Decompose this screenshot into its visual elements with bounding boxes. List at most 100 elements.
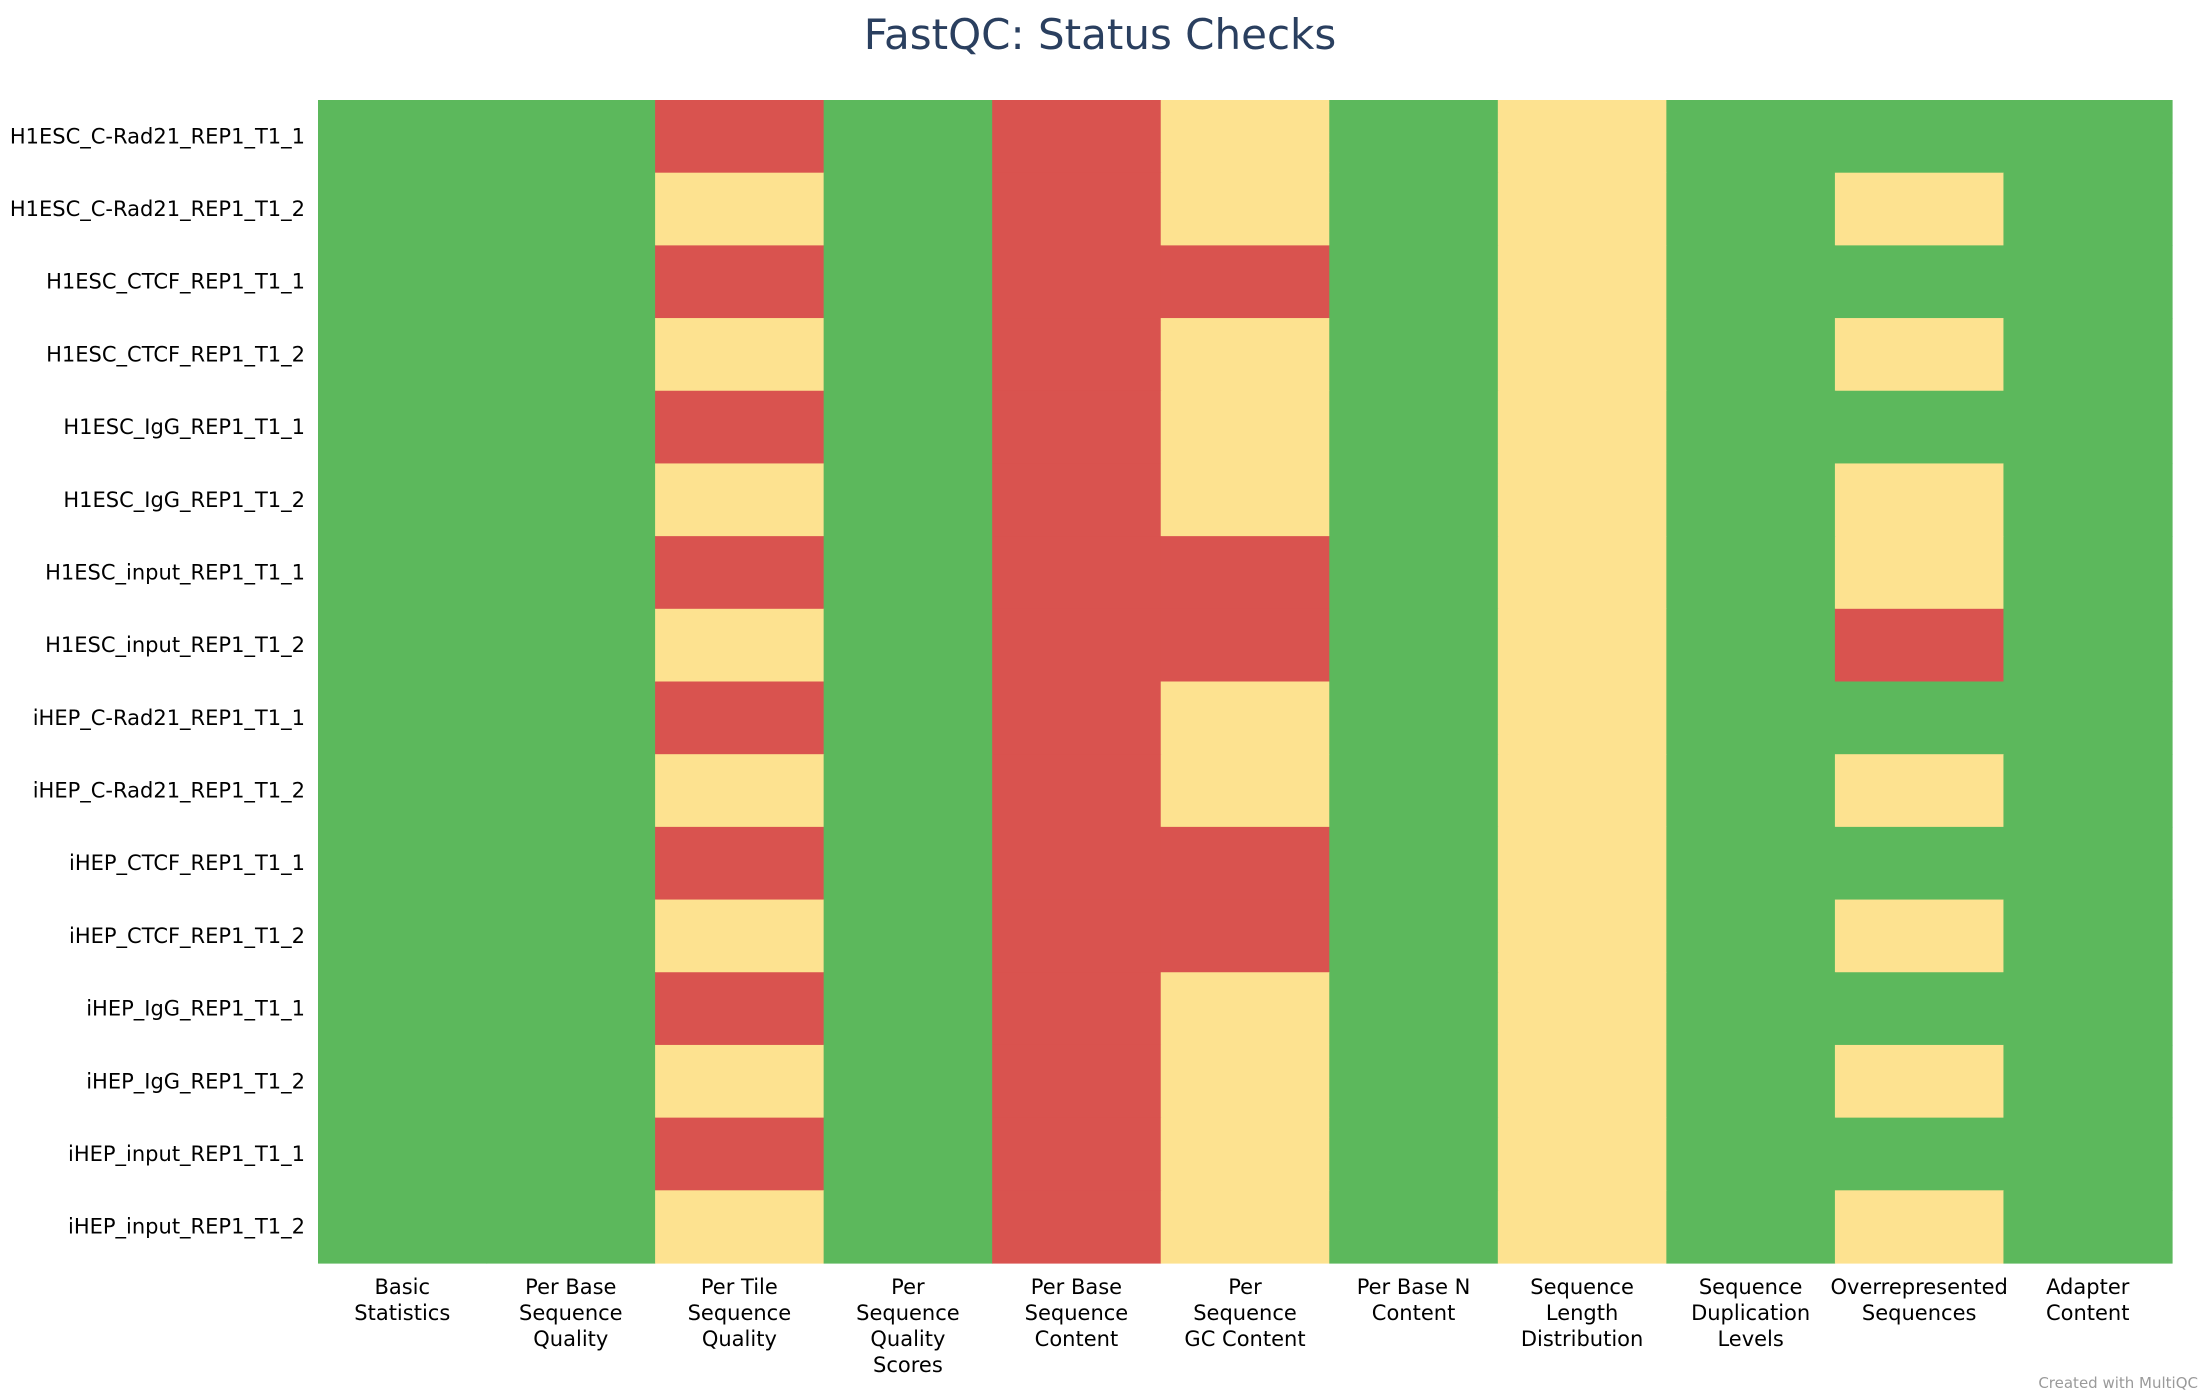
heatmap-cell (1666, 463, 1836, 537)
heatmap-cell (1497, 536, 1667, 610)
heatmap-cell (318, 826, 488, 901)
row-label: iHEP_IgG_REP1_T1_1 (86, 997, 305, 1022)
heatmap-cell (1160, 1190, 1330, 1264)
heatmap-cell (1834, 536, 2005, 610)
heatmap-cell (1160, 172, 1330, 246)
heatmap-cell (486, 390, 656, 465)
heatmap-cell (486, 826, 656, 901)
heatmap-cell (1329, 172, 1499, 246)
heatmap-cell (1834, 899, 2005, 973)
column-label: Per (1228, 1275, 1262, 1299)
column-label: Content (2046, 1301, 2130, 1325)
row-label: H1ESC_IgG_REP1_T1_1 (63, 415, 305, 440)
heatmap-cell (1160, 681, 1330, 755)
heatmap-cell (992, 826, 1162, 901)
column-label: Content (1035, 1327, 1119, 1351)
heatmap-cell (823, 754, 993, 828)
heatmap-cell (823, 463, 993, 537)
heatmap-cell (486, 463, 656, 537)
row-label: iHEP_CTCF_REP1_T1_1 (69, 851, 305, 876)
heatmap-cell (1834, 754, 2005, 828)
heatmap-cell (1160, 100, 1330, 174)
heatmap-cell (1160, 536, 1330, 610)
heatmap-cell (1497, 972, 1667, 1046)
heatmap-cell (1160, 899, 1330, 973)
heatmap-cell (1160, 463, 1330, 537)
column-label: Per (891, 1275, 925, 1299)
heatmap-cell (655, 899, 825, 973)
heatmap-cell (1666, 899, 1836, 973)
heatmap-cell (1666, 100, 1836, 174)
heatmap-cell (1329, 608, 1499, 683)
heatmap-cell (655, 972, 825, 1046)
heatmap-cell (1497, 172, 1667, 246)
row-label: iHEP_IgG_REP1_T1_2 (86, 1069, 305, 1094)
heatmap-cell (1160, 826, 1330, 901)
heatmap-cell (2003, 245, 2173, 319)
heatmap-cell (655, 681, 825, 755)
heatmap-cell (823, 245, 993, 319)
heatmap-cell (318, 1044, 488, 1119)
column-label: Levels (1717, 1327, 1783, 1351)
column-label: Sequences (1862, 1301, 1977, 1325)
heatmap-cell (2003, 536, 2173, 610)
heatmap-cell (2003, 972, 2173, 1046)
column-label: Sequence (856, 1301, 960, 1325)
heatmap-cell (318, 1190, 488, 1264)
heatmap-cell (1329, 100, 1499, 174)
heatmap-cell (2003, 754, 2173, 828)
heatmap-cell (2003, 390, 2173, 465)
heatmap-cell (1834, 245, 2005, 319)
heatmap-cell (1666, 826, 1836, 901)
heatmap-cell (2003, 826, 2173, 901)
column-label: GC Content (1184, 1327, 1305, 1351)
column-label: Distribution (1521, 1327, 1644, 1351)
column-label: Quality (702, 1327, 777, 1351)
heatmap-cell (655, 463, 825, 537)
row-label: iHEP_input_REP1_T1_2 (68, 1215, 305, 1240)
heatmap-cell (1329, 463, 1499, 537)
heatmap-cell (1497, 899, 1667, 973)
heatmap-cell (1666, 1190, 1836, 1264)
column-label: Quality (870, 1327, 945, 1351)
heatmap-cell (1497, 318, 1667, 392)
heatmap-cell (823, 826, 993, 901)
heatmap-cell (1329, 536, 1499, 610)
heatmap-cell (1834, 172, 2005, 246)
heatmap-cell (318, 536, 488, 610)
heatmap-cell (992, 463, 1162, 537)
heatmap-cell (1160, 1044, 1330, 1119)
heatmap-cell (318, 972, 488, 1046)
heatmap-cell (486, 754, 656, 828)
heatmap-cell (1329, 390, 1499, 465)
heatmap-cell (1160, 972, 1330, 1046)
heatmap-cell (823, 899, 993, 973)
heatmap-cell (1666, 972, 1836, 1046)
heatmap-cell (1834, 972, 2005, 1046)
heatmap-cell (486, 1044, 656, 1119)
column-label: Per Base (1031, 1275, 1122, 1299)
heatmap-cell (655, 536, 825, 610)
heatmap-cell (1160, 1117, 1330, 1191)
heatmap-cell (318, 899, 488, 973)
heatmap-cell (1666, 681, 1836, 755)
heatmap-cell (992, 100, 1162, 174)
heatmap-cell (318, 681, 488, 755)
heatmap-cell (486, 318, 656, 392)
heatmap-cell (655, 608, 825, 683)
row-label: H1ESC_C-Rad21_REP1_T1_2 (10, 197, 305, 222)
heatmap-cell (992, 245, 1162, 319)
heatmap-cell (2003, 899, 2173, 973)
heatmap-cell (1666, 1044, 1836, 1119)
heatmap-cell (318, 754, 488, 828)
heatmap-cell (1329, 826, 1499, 901)
heatmap-cell (992, 1117, 1162, 1191)
heatmap-cell (1666, 754, 1836, 828)
heatmap-cell (823, 536, 993, 610)
heatmap-cell (1329, 1044, 1499, 1119)
heatmap-cell (992, 1190, 1162, 1264)
heatmap-cell (1834, 826, 2005, 901)
column-label: Per Base N (1357, 1275, 1471, 1299)
heatmap-cell (1329, 754, 1499, 828)
